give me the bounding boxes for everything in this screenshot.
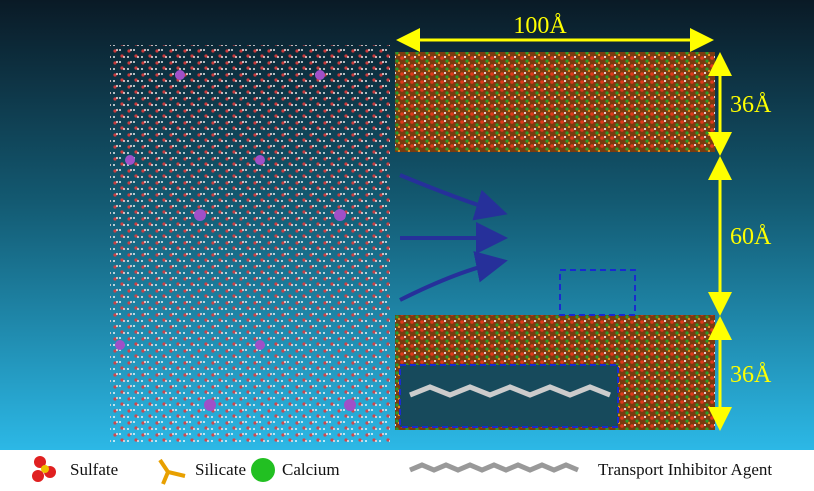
bottom-slab-label: 36Å xyxy=(730,362,772,388)
top-slab-label: 36Å xyxy=(730,92,772,118)
legend-silicate: Silicate xyxy=(195,460,246,479)
top-slab xyxy=(395,52,715,152)
water-box xyxy=(110,45,390,445)
legend-sulfate: Sulfate xyxy=(70,460,118,479)
legend-inhibitor: Transport Inhibitor Agent xyxy=(598,460,772,479)
gap-label: 60Å xyxy=(730,224,772,250)
legend-calcium: Calcium xyxy=(282,460,340,479)
width-label: 100Å xyxy=(513,13,567,39)
figure: 100Å 36Å 60Å 36Å Sulfate Silicate Calciu… xyxy=(0,0,814,491)
inset xyxy=(400,365,618,427)
